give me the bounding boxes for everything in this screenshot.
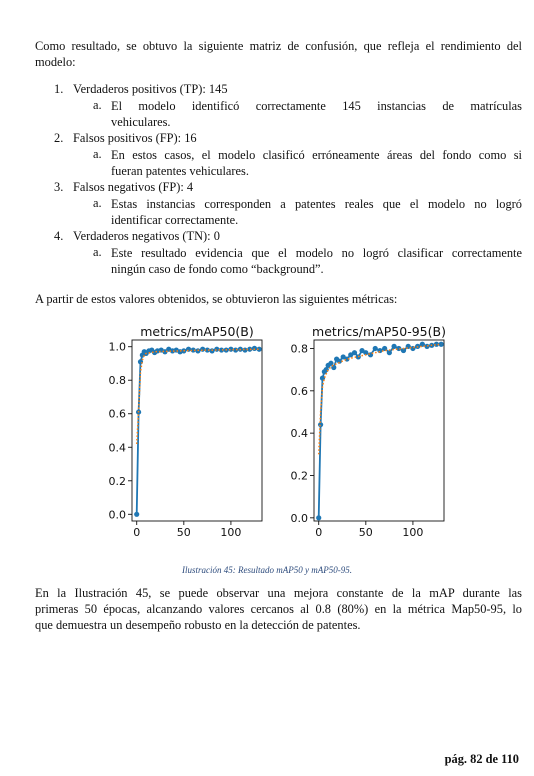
conclusion-line: En la Ilustración 45, se puede observar … (35, 586, 522, 600)
series-line (135, 347, 260, 515)
sub-item-letter: a. (93, 147, 102, 161)
sub-item-letter: a. (93, 245, 102, 259)
conclusion-line: primeras 50 épocas, alcanzando valores c… (35, 602, 522, 616)
sub-item-text: En estos casos, el modelo clasificó erró… (111, 147, 522, 179)
sub-item-text: Estas instancias corresponden a patentes… (111, 196, 522, 228)
y-tick-label: 0.0 (109, 508, 127, 521)
y-tick-label: 0.6 (109, 408, 127, 421)
sub-item-line: ningún caso de fondo como “background”. (111, 262, 324, 276)
list-item-number: 1. (54, 82, 64, 96)
y-tick-label: 0.8 (109, 374, 127, 387)
y-tick-label: 0.4 (109, 441, 127, 454)
sub-item-line: Este resultado evidencia que el modelo n… (111, 246, 522, 260)
data-point (134, 511, 140, 517)
list-item-number: 4. (54, 229, 64, 243)
data-point (328, 360, 334, 366)
data-point (372, 345, 378, 352)
metrics-intro: A partir de estos valores obtenidos, se … (35, 292, 398, 306)
series-line (317, 343, 442, 518)
data-point (218, 347, 225, 353)
sub-item-text: Este resultado evidencia que el modelo n… (111, 245, 522, 277)
list-item-text: Falsos positivos (FP): 16 (73, 131, 197, 145)
chart-frame (131, 339, 263, 522)
data-point (317, 422, 324, 428)
data-point (204, 347, 210, 353)
intro-line-1: Como resultado, se obtuvo la siguiente m… (35, 39, 522, 53)
data-point (256, 346, 262, 352)
data-point (209, 348, 215, 354)
list-item-number: 2. (54, 131, 64, 145)
data-point (400, 347, 407, 354)
x-tick-label: 50 (359, 526, 373, 539)
sub-item-line: fueran patentes vehiculares. (111, 164, 249, 178)
sub-item-letter: a. (93, 98, 102, 112)
data-point (247, 346, 253, 352)
chart-title: metrics/mAP50(B) (140, 324, 253, 339)
data-point (242, 347, 248, 353)
conclusion-line: que demuestra un desempeño robusto en la… (35, 618, 361, 632)
y-tick-label: 1.0 (109, 341, 127, 354)
page-number: pág. 82 de 110 (444, 752, 519, 766)
list-item-text: Verdaderos positivos (TP): 145 (73, 82, 228, 96)
x-tick-label: 0 (133, 526, 140, 539)
data-point (351, 350, 358, 356)
sub-item-line: El modelo identificó correctamente 145 i… (111, 99, 522, 113)
data-point (424, 343, 430, 349)
data-point (316, 515, 322, 521)
x-tick-label: 0 (315, 526, 322, 539)
data-point (396, 345, 402, 352)
x-tick-label: 50 (177, 526, 191, 539)
sub-item-line: identificar correctamente. (111, 213, 239, 227)
list-item-text: Falsos negativos (FP): 4 (73, 180, 194, 194)
sub-item-line: Estas instancias corresponden a patentes… (111, 197, 522, 211)
chart-title: metrics/mAP50-95(B) (312, 324, 446, 339)
figure-caption: Ilustración 45: Resultado mAP50 y mAP50-… (182, 565, 352, 575)
conclusion-paragraph: En la Ilustración 45, se puede observar … (35, 585, 522, 633)
y-tick-label: 0.8 (291, 342, 309, 355)
y-tick-label: 0.2 (109, 475, 127, 488)
x-tick-label: 100 (402, 526, 423, 539)
sub-item-letter: a. (93, 196, 102, 210)
intro-line-2: modelo: (35, 55, 76, 69)
y-tick-label: 0.4 (291, 427, 309, 440)
data-point (162, 349, 168, 355)
sub-item-text: El modelo identificó correctamente 145 i… (111, 98, 522, 130)
list-item-text: Verdaderos negativos (TN): 0 (73, 229, 220, 243)
data-point (251, 345, 258, 351)
sub-item-line: vehiculares. (111, 115, 171, 129)
y-tick-label: 0.2 (291, 469, 309, 482)
series-smooth-line (135, 348, 260, 444)
data-point (319, 375, 326, 381)
data-point (228, 346, 234, 352)
intro-paragraph: Como resultado, se obtuvo la siguiente m… (35, 38, 522, 70)
data-point (386, 350, 392, 356)
data-point (410, 345, 416, 352)
data-point (233, 347, 239, 353)
data-point (363, 350, 369, 356)
y-tick-label: 0.6 (291, 385, 309, 398)
data-point (391, 343, 397, 349)
chart-frame (313, 339, 445, 522)
chart-map50: metrics/mAP50(B) 0.0 0.2 0.4 0.6 0.8 1.0 0 50 100 (109, 324, 263, 539)
y-tick-label: 0.0 (291, 512, 309, 525)
list-item-number: 3. (54, 180, 64, 194)
sub-item-line: En estos casos, el modelo clasificó erró… (111, 148, 522, 162)
data-point (190, 347, 196, 353)
chart-map50-95: metrics/mAP50-95(B) 0.0 0.2 0.4 0.6 0.8 0 50 100 (291, 324, 446, 539)
data-point (200, 346, 206, 352)
x-tick-label: 100 (220, 526, 241, 539)
